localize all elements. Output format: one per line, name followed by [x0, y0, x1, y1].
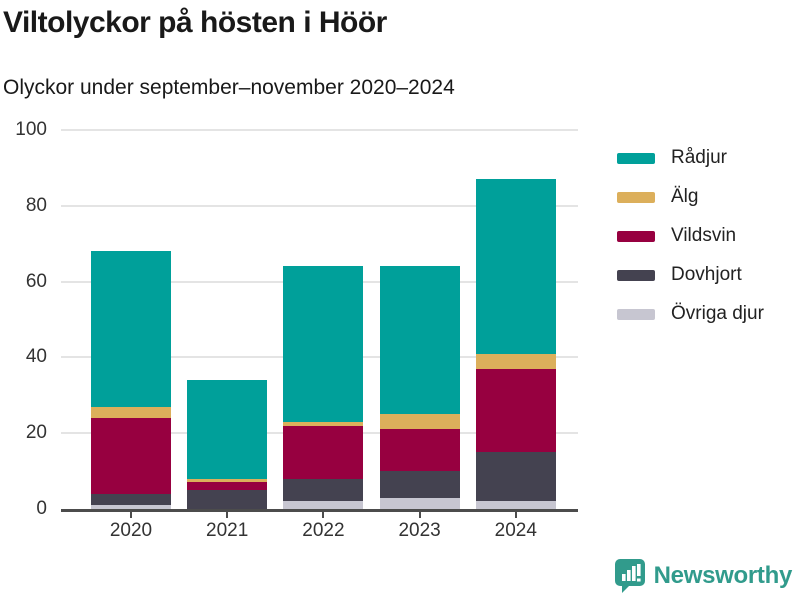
legend: Rådjur Älg Vildsvin Dovhjort Övriga djur [617, 147, 764, 325]
brand-footer: Newsworthy [614, 558, 792, 594]
bar-segment [379, 266, 460, 415]
bar-segment [379, 429, 460, 472]
bar-segment [475, 368, 556, 453]
x-tick-label: 2024 [494, 520, 537, 541]
bar-segment [283, 421, 364, 426]
bar-segment [91, 505, 171, 509]
bar-2020 [91, 251, 171, 509]
legend-label: Älg [671, 186, 699, 207]
gridline [61, 129, 578, 131]
legend-label: Övriga djur [671, 303, 764, 324]
bar-segment [187, 482, 268, 491]
x-tick-label: 2023 [398, 520, 441, 541]
bar-segment [91, 406, 171, 419]
y-tick-label: 20 [25, 422, 47, 444]
chart-subtitle: Olyckor under september–november 2020–20… [3, 76, 455, 99]
y-tick-label: 80 [25, 194, 47, 216]
legend-swatch [617, 230, 655, 242]
bar-2024 [475, 179, 556, 509]
bar-segment [283, 501, 364, 509]
bar-segment [187, 478, 268, 483]
legend-swatch [617, 152, 655, 164]
legend-label: Dovhjort [671, 264, 742, 285]
legend-label: Vildsvin [671, 225, 737, 246]
bar-segment [91, 251, 171, 407]
bar-2021 [187, 380, 268, 509]
gridline [61, 204, 578, 207]
bar-segment [475, 179, 556, 354]
legend-label: Rådjur [671, 147, 727, 168]
x-tick-label: 2022 [302, 520, 345, 541]
bar-segment [283, 425, 364, 479]
y-tick-label: 40 [25, 346, 47, 368]
y-tick-label: 100 [15, 119, 47, 140]
legend-item: Övriga djur [617, 303, 764, 325]
x-axis-line [61, 509, 578, 512]
bar-segment [283, 266, 364, 422]
legend-item: Vildsvin [617, 225, 764, 247]
bar-segment [91, 493, 171, 506]
legend-item: Älg [617, 186, 764, 208]
x-tick-mark [418, 512, 421, 518]
bar-2023 [379, 266, 460, 509]
bar-segment [475, 452, 556, 502]
brand-name: Newsworthy [653, 562, 793, 589]
x-tick-mark [322, 512, 325, 518]
newsworthy-logo-icon [614, 558, 647, 594]
bar-segment [91, 418, 171, 494]
bar-segment [187, 380, 268, 479]
bar-segment [379, 414, 460, 430]
bar-segment [379, 497, 460, 509]
bar-segment [283, 478, 364, 502]
y-tick-label: 0 [36, 498, 47, 519]
legend-swatch [617, 308, 655, 320]
bar-segment [475, 501, 556, 509]
chart-title: Viltolyckor på hösten i Höör [3, 6, 387, 39]
bar-2022 [283, 266, 364, 509]
x-tick-label: 2021 [206, 520, 249, 541]
bar-segment [475, 353, 556, 369]
x-tick-mark [514, 512, 517, 518]
bar-segment [379, 471, 460, 498]
legend-item: Rådjur [617, 147, 764, 169]
bar-segment [187, 490, 268, 509]
y-tick-label: 60 [25, 270, 47, 292]
x-tick-label: 2020 [109, 520, 153, 541]
x-tick-mark [130, 512, 132, 518]
legend-swatch [617, 269, 655, 281]
legend-swatch [617, 191, 655, 203]
legend-item: Dovhjort [617, 264, 764, 286]
plot-area: 0 20 40 60 80 100 2020 2021 2022 2023 2024 [15, 119, 578, 541]
x-tick-mark [226, 512, 229, 518]
